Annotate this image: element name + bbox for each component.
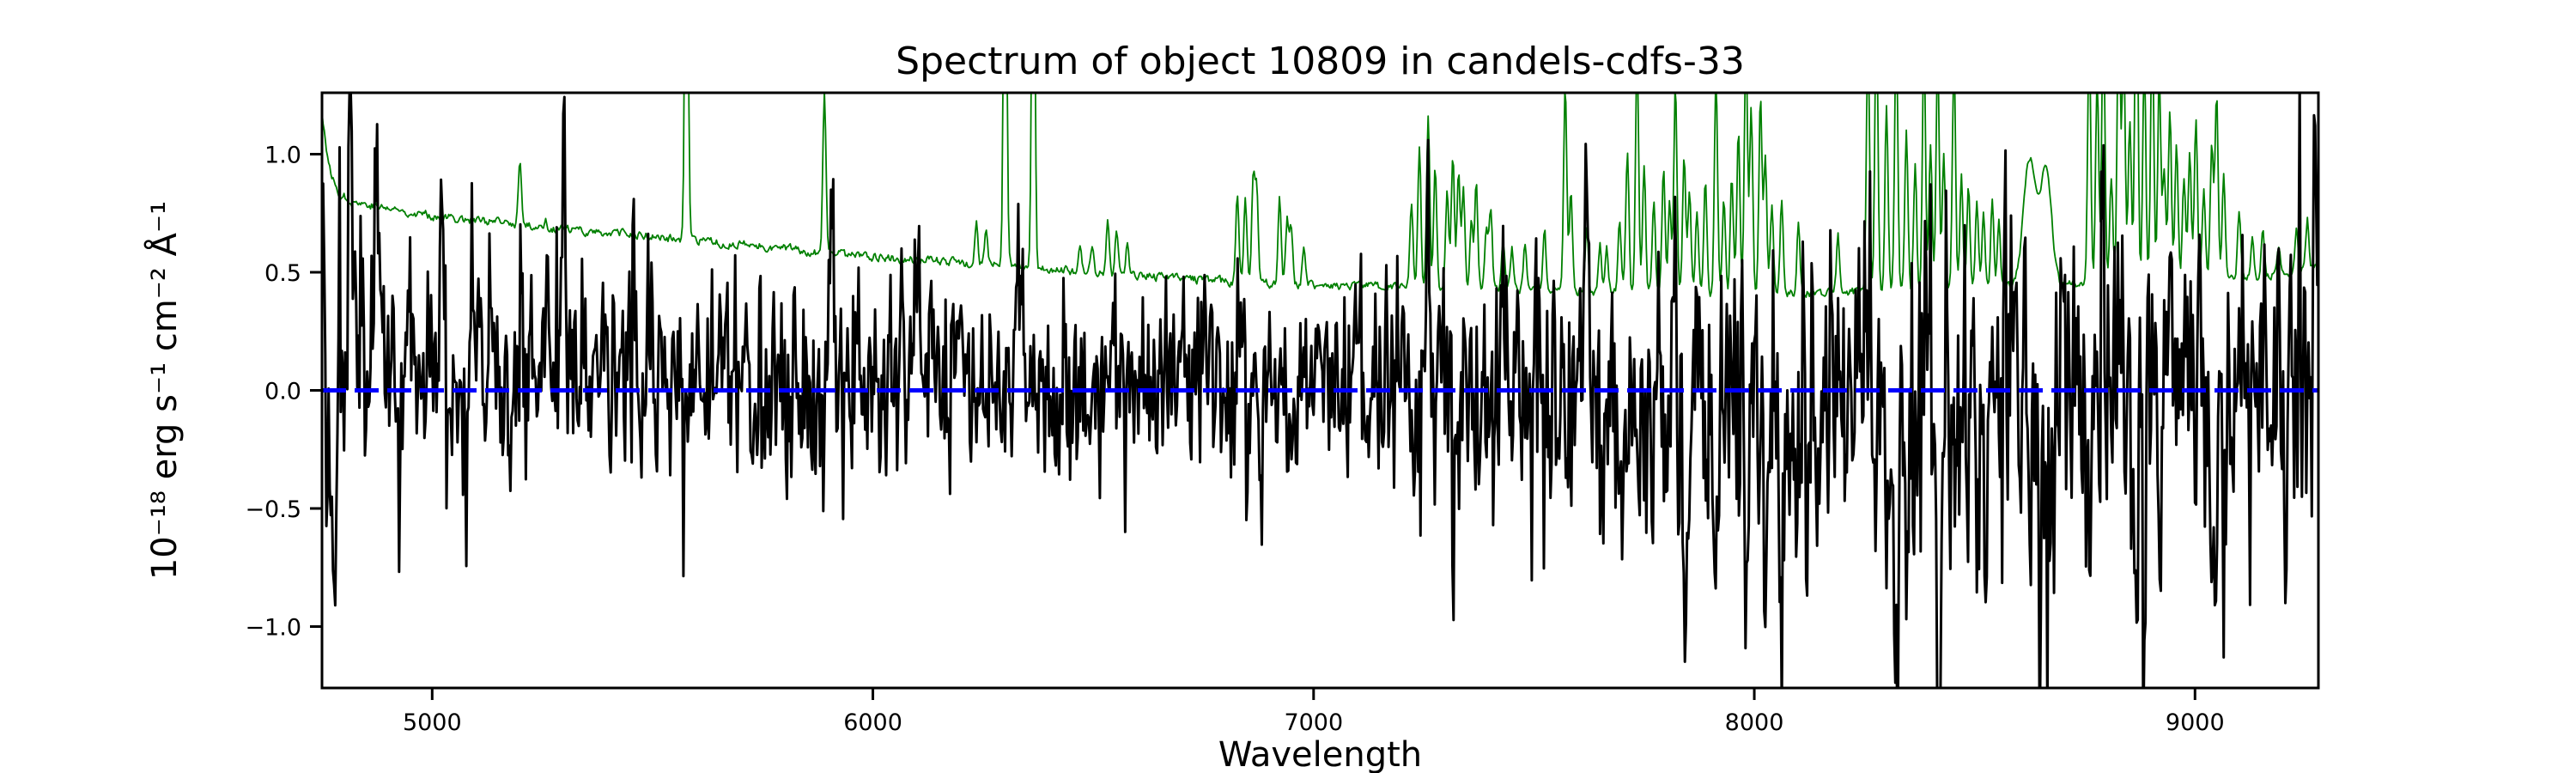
y-tick-label: 0.5 <box>264 260 301 287</box>
x-axis-ticks: 5000 6000 7000 8000 9000 <box>403 688 2225 736</box>
x-tick-label: 7000 <box>1284 709 1343 736</box>
flux-spectrum-line <box>322 93 2318 688</box>
x-tick-label: 5000 <box>403 709 462 736</box>
x-tick-label: 8000 <box>1725 709 1784 736</box>
y-axis-ticks: 1.0 0.5 0.0 −0.5 −1.0 <box>245 143 322 642</box>
axes-frame <box>320 91 2320 690</box>
y-tick-label: −0.5 <box>245 496 301 523</box>
noise-spectrum-line <box>322 93 2318 298</box>
y-tick-label: 1.0 <box>264 143 301 169</box>
x-tick-label: 9000 <box>2166 709 2225 736</box>
chart-title: Spectrum of object 10809 in candels-cdfs… <box>896 40 1745 83</box>
y-tick-label: 0.0 <box>264 379 301 405</box>
y-tick-label: −1.0 <box>245 615 301 642</box>
x-tick-label: 6000 <box>843 709 902 736</box>
y-axis-label: 10⁻¹⁸ erg s⁻¹ cm⁻² Å⁻¹ <box>143 201 185 580</box>
series-layer <box>322 93 2318 688</box>
x-axis-label: Wavelength <box>1218 735 1422 773</box>
